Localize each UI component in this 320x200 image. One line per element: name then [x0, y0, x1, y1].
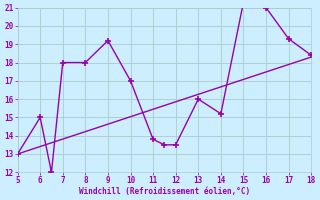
X-axis label: Windchill (Refroidissement éolien,°C): Windchill (Refroidissement éolien,°C): [79, 187, 250, 196]
